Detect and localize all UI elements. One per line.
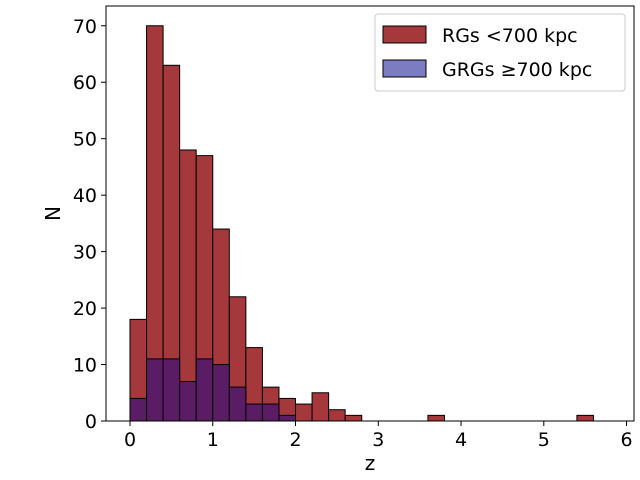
legend-label-grgs: GRGs ≥700 kpc — [442, 59, 592, 81]
legend: RGs <700 kpc GRGs ≥700 kpc — [374, 13, 626, 92]
bar-grgs — [245, 403, 263, 422]
legend-box — [374, 13, 626, 92]
x-tick-label: 5 — [538, 429, 550, 451]
bar-grgs — [228, 386, 247, 422]
bar-rgs — [179, 149, 197, 422]
x-tick-label: 2 — [289, 429, 301, 451]
bar-grgs — [179, 380, 197, 422]
x-axis-label: z — [365, 451, 376, 475]
bar-rgs — [427, 414, 445, 422]
y-tick-label: 60 — [73, 72, 97, 94]
legend-label-rgs: RGs <700 kpc — [442, 25, 578, 47]
y-tick-label: 70 — [73, 16, 97, 38]
y-tick-label: 40 — [73, 185, 97, 207]
x-tick-label: 6 — [621, 429, 633, 451]
bar-rgs — [344, 414, 363, 422]
x-tick-label: 3 — [372, 429, 384, 451]
bar-rgs — [576, 414, 594, 422]
y-tick-label: 20 — [73, 298, 97, 320]
bar-grgs — [129, 397, 148, 422]
y-tick-label: 0 — [85, 411, 97, 433]
bar-grgs — [261, 403, 280, 422]
x-tick-label: 4 — [455, 429, 467, 451]
y-axis-label: N — [41, 206, 65, 221]
y-tick-label: 50 — [73, 129, 97, 151]
bar-grgs — [278, 414, 297, 422]
overlap-bars — [129, 358, 297, 422]
bar-grgs — [146, 358, 164, 422]
bar-grgs — [195, 358, 214, 422]
legend-swatch-rgs — [382, 25, 427, 44]
y-tick-label: 10 — [73, 355, 97, 377]
bar-rgs — [328, 409, 346, 422]
y-tick-label: 30 — [73, 242, 97, 264]
legend-swatch-grgs — [382, 59, 427, 78]
plot-frame — [105, 5, 635, 422]
bar-grgs — [212, 364, 230, 422]
bar-rgs — [295, 403, 313, 422]
x-tick-label: 1 — [207, 429, 219, 451]
bar-grgs — [162, 358, 181, 422]
x-tick-label: 0 — [124, 429, 136, 451]
bar-rgs — [311, 392, 330, 422]
